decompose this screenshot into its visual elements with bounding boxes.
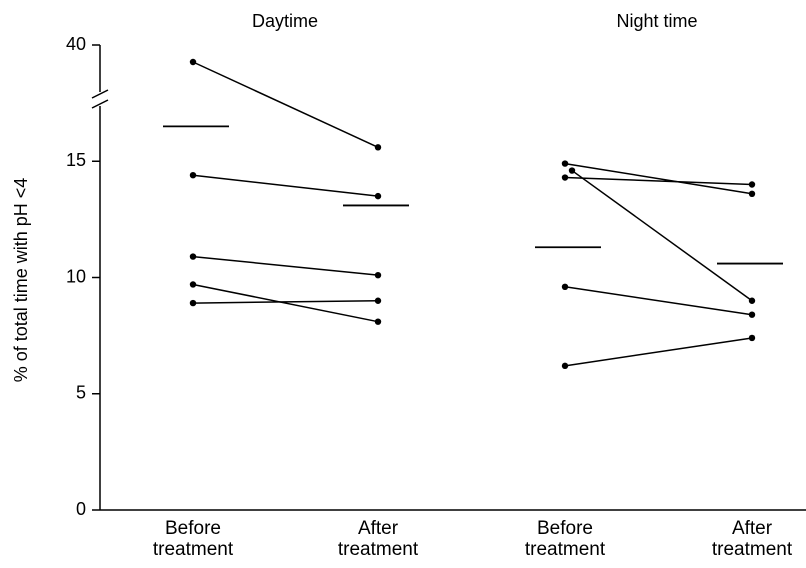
data-point <box>374 297 382 304</box>
data-point <box>374 192 382 200</box>
x-tick-label: After treatment <box>711 518 793 560</box>
pair-line <box>192 61 379 148</box>
y-tick-label: 40 <box>66 34 86 54</box>
axis-break <box>91 99 109 109</box>
y-axis-label: % of total time with pH <4 <box>11 178 31 383</box>
data-point <box>748 311 756 318</box>
pair-line <box>564 176 753 186</box>
pair-line <box>192 283 379 323</box>
data-point <box>189 253 197 260</box>
data-point <box>748 297 756 304</box>
data-point <box>561 174 569 181</box>
data-point <box>189 299 197 307</box>
data-point <box>189 58 197 66</box>
data-point <box>374 144 382 151</box>
panel-title: Daytime <box>252 11 318 31</box>
data-point <box>561 283 569 290</box>
data-point <box>561 362 569 370</box>
pair-line <box>571 169 753 302</box>
data-point <box>748 181 756 188</box>
x-tick-label: Before treatment <box>152 518 234 560</box>
y-tick-label: 0 <box>76 499 86 519</box>
axis-break <box>91 89 109 99</box>
pair-line <box>564 286 753 316</box>
panel-title: Night time <box>616 11 697 31</box>
pair-line <box>192 255 379 276</box>
data-point <box>748 334 756 342</box>
pair-line <box>564 337 753 367</box>
pair-line <box>192 174 379 197</box>
data-point <box>374 318 382 325</box>
y-tick-label: 5 <box>76 383 86 403</box>
x-tick-label: After treatment <box>337 518 419 560</box>
pair-line <box>564 162 753 195</box>
data-point <box>189 172 197 179</box>
data-point <box>748 190 756 197</box>
data-point <box>568 167 576 174</box>
x-tick-label: Before treatment <box>524 518 606 560</box>
pair-line <box>192 300 379 304</box>
y-tick-label: 10 <box>66 266 86 286</box>
data-point <box>374 271 382 279</box>
y-tick-label: 15 <box>66 150 86 170</box>
data-point <box>561 160 569 167</box>
data-point <box>189 281 197 288</box>
